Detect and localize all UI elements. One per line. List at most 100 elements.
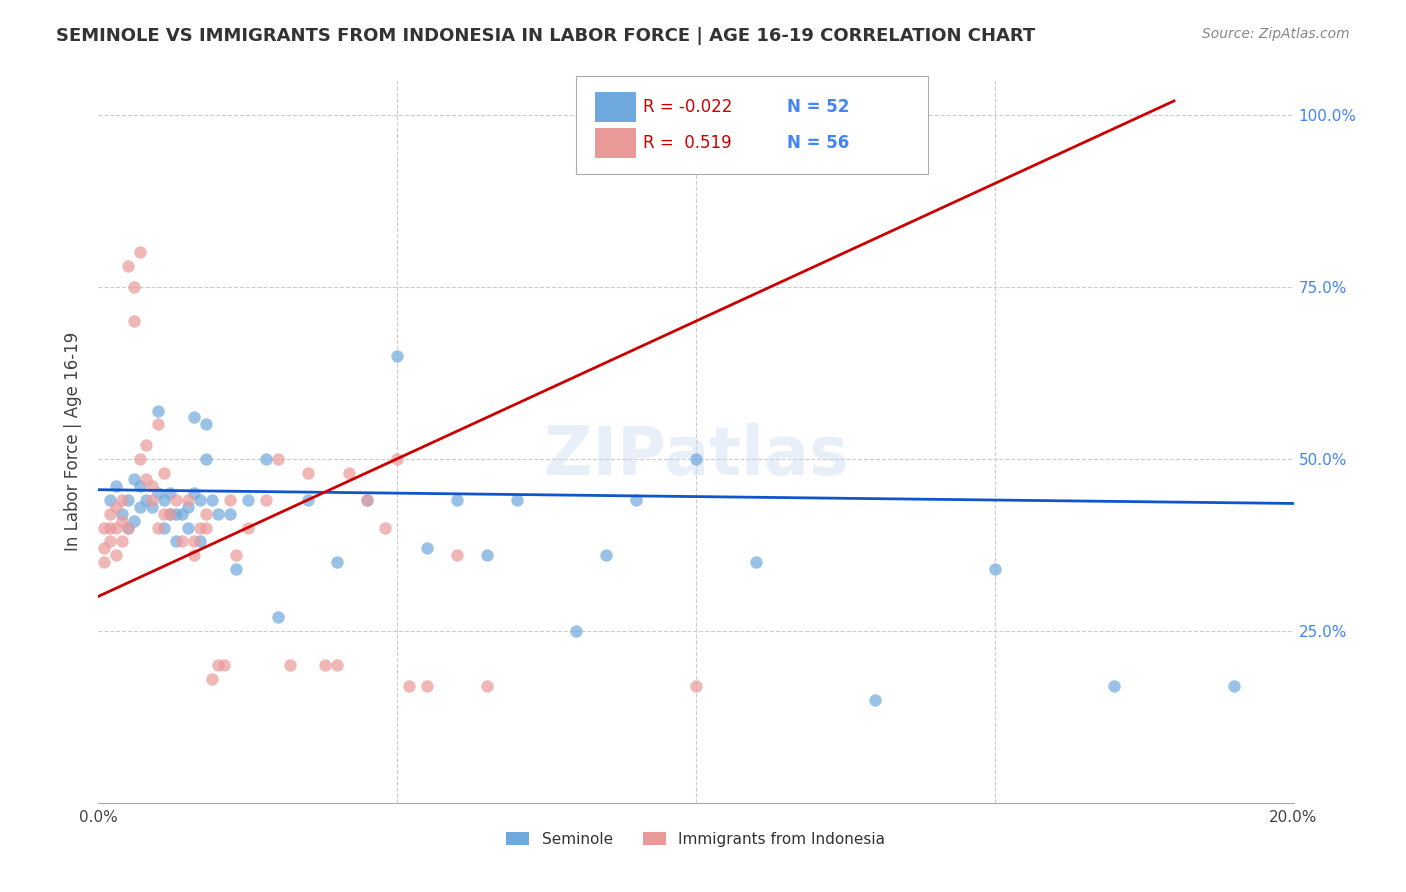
Point: [129, 500, 152, 514]
Point: [105, 520, 128, 534]
Point: [416, 541, 439, 556]
Point: [207, 658, 229, 673]
Point: [111, 493, 134, 508]
Point: [219, 493, 242, 508]
Point: [685, 451, 707, 466]
Point: [297, 493, 319, 508]
Point: [124, 472, 146, 486]
Point: [141, 493, 163, 508]
Point: [475, 679, 498, 693]
Point: [183, 486, 205, 500]
Point: [236, 493, 259, 508]
Point: [93, 541, 115, 556]
Point: [172, 507, 194, 521]
Point: [165, 493, 187, 508]
Point: [326, 555, 349, 569]
Point: [105, 500, 128, 514]
Point: [93, 555, 115, 569]
Point: [111, 534, 134, 549]
Point: [595, 548, 617, 562]
Point: [129, 451, 152, 466]
Point: [225, 548, 247, 562]
Point: [385, 349, 409, 363]
Point: [148, 403, 170, 417]
Point: [148, 520, 170, 534]
Point: [195, 451, 218, 466]
Point: [98, 493, 122, 508]
Text: R =  0.519: R = 0.519: [643, 134, 731, 152]
Point: [98, 520, 122, 534]
Point: [135, 493, 157, 508]
Point: [135, 472, 157, 486]
Point: [129, 245, 152, 260]
Point: [984, 562, 1007, 576]
Point: [148, 486, 170, 500]
Point: [98, 507, 122, 521]
Point: [475, 548, 498, 562]
Point: [117, 520, 139, 534]
Point: [565, 624, 588, 638]
Point: [159, 486, 181, 500]
Point: [124, 279, 146, 293]
Point: [98, 534, 122, 549]
Text: ZIPatlas: ZIPatlas: [544, 423, 848, 489]
Point: [117, 493, 139, 508]
Point: [356, 493, 378, 508]
Point: [183, 534, 205, 549]
Point: [201, 493, 224, 508]
Point: [416, 679, 439, 693]
Point: [153, 466, 176, 480]
Legend: Seminole, Immigrants from Indonesia: Seminole, Immigrants from Indonesia: [501, 826, 891, 853]
Point: [188, 534, 211, 549]
Point: [135, 438, 157, 452]
Point: [153, 520, 176, 534]
Text: Source: ZipAtlas.com: Source: ZipAtlas.com: [1202, 27, 1350, 41]
Point: [188, 493, 211, 508]
Point: [1104, 679, 1126, 693]
Point: [129, 479, 152, 493]
Point: [254, 451, 277, 466]
Point: [93, 520, 115, 534]
Point: [159, 507, 181, 521]
Point: [188, 520, 211, 534]
Point: [195, 507, 218, 521]
Point: [165, 507, 187, 521]
Point: [177, 493, 200, 508]
Point: [177, 500, 200, 514]
Text: R = -0.022: R = -0.022: [643, 98, 733, 116]
Point: [446, 493, 468, 508]
Point: [626, 493, 648, 508]
Point: [339, 466, 361, 480]
Point: [236, 520, 259, 534]
Point: [865, 692, 887, 706]
Point: [506, 493, 529, 508]
Point: [685, 679, 707, 693]
Point: [225, 562, 247, 576]
Point: [111, 514, 134, 528]
Point: [315, 658, 337, 673]
Point: [105, 548, 128, 562]
Point: [1223, 679, 1246, 693]
Point: [124, 314, 146, 328]
Point: [183, 548, 205, 562]
Point: [177, 520, 200, 534]
Point: [212, 658, 235, 673]
Point: [267, 451, 290, 466]
Point: [267, 610, 290, 624]
Text: N = 56: N = 56: [787, 134, 849, 152]
Point: [153, 507, 176, 521]
Point: [165, 534, 187, 549]
Point: [219, 507, 242, 521]
Point: [195, 417, 218, 432]
Point: [297, 466, 319, 480]
Point: [326, 658, 349, 673]
Point: [398, 679, 420, 693]
Point: [159, 507, 181, 521]
Point: [183, 410, 205, 425]
Point: [201, 672, 224, 686]
Point: [745, 555, 768, 569]
Point: [374, 520, 396, 534]
Point: [195, 520, 218, 534]
Point: [356, 493, 378, 508]
Y-axis label: In Labor Force | Age 16-19: In Labor Force | Age 16-19: [65, 332, 83, 551]
